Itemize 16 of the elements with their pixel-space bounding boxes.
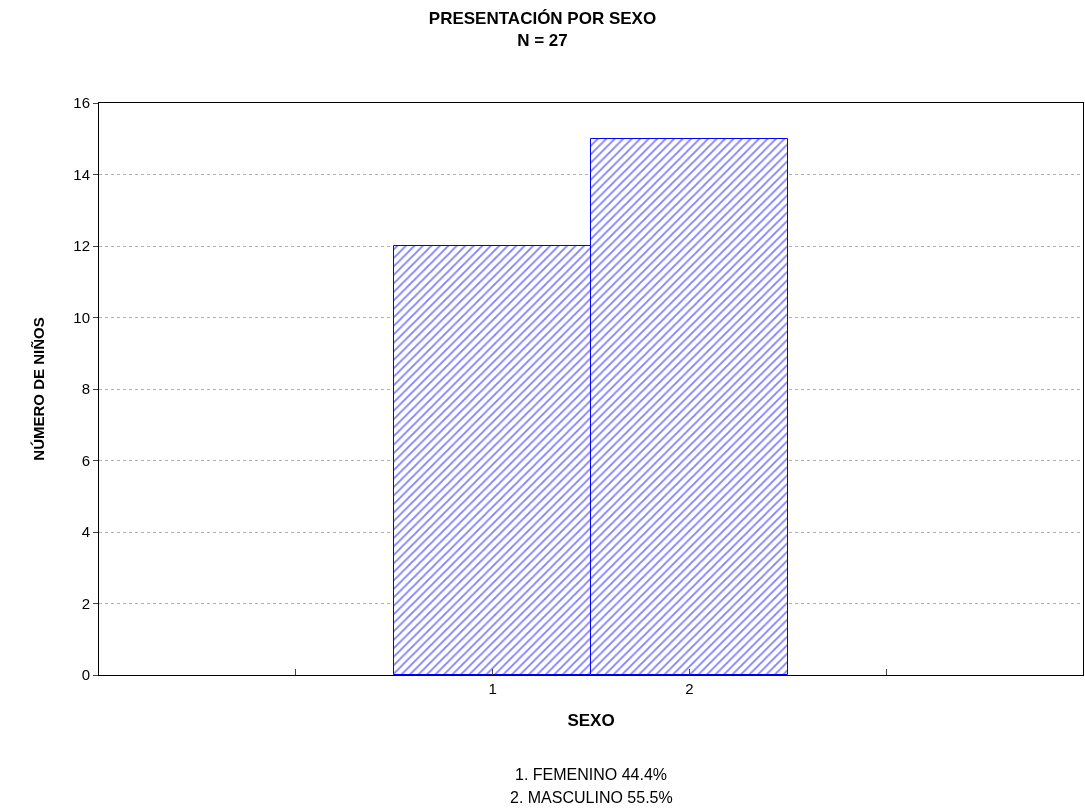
- y-tick-label: 4: [81, 523, 90, 541]
- chart-subtitle: N = 27: [517, 31, 568, 51]
- y-axis-title: NÚMERO DE NIÑOS: [29, 317, 47, 461]
- y-tick-label: 8: [81, 380, 90, 398]
- text: 1. FEMENINO 44.4%: [515, 766, 668, 783]
- chart-title: PRESENTACIÓN POR SEXO: [428, 9, 657, 29]
- y-tick-label: 6: [81, 451, 90, 469]
- y-tick-label: 10: [73, 308, 90, 326]
- y-tick-label: 0: [81, 666, 90, 684]
- x-tick-label: 1: [488, 680, 497, 697]
- x-axis-title: SEXO: [567, 711, 615, 731]
- text: 2. MASCULINO 55.5%: [510, 789, 673, 806]
- y-tick-label: 12: [73, 237, 90, 255]
- y-tick-label: 14: [73, 165, 90, 183]
- y-tick-label: 2: [81, 594, 90, 612]
- y-tick-label: 16: [73, 94, 90, 112]
